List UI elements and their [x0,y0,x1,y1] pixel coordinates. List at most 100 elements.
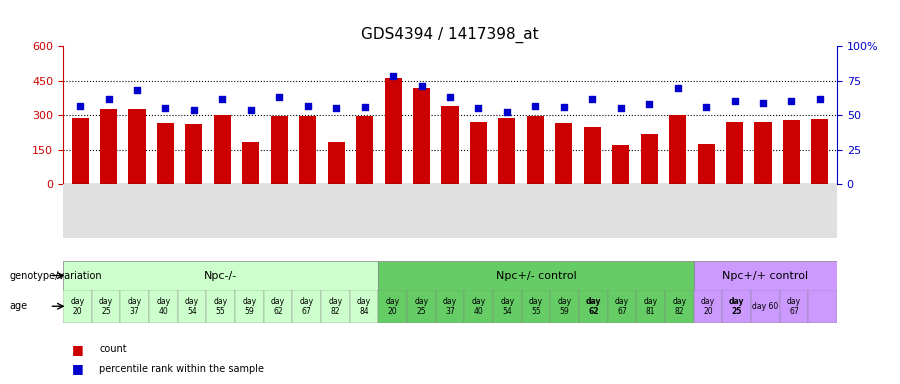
FancyBboxPatch shape [464,290,493,323]
Bar [129,109,146,184]
Bar [612,145,629,184]
FancyBboxPatch shape [177,290,206,323]
Text: day
54: day 54 [184,296,199,316]
Bar [470,122,487,184]
Text: day
37: day 37 [443,296,457,316]
Point [186,107,201,113]
Text: GSM973257: GSM973257 [276,187,283,230]
FancyBboxPatch shape [522,290,550,323]
Point [727,98,742,104]
Point [472,105,486,111]
Text: GSM973241: GSM973241 [418,187,425,230]
FancyBboxPatch shape [378,290,407,323]
Bar [442,106,458,184]
Bar [100,109,117,184]
FancyBboxPatch shape [751,290,779,323]
Bar [698,144,715,184]
Text: day
67: day 67 [615,296,629,316]
Text: Npc+/+ control: Npc+/+ control [723,270,808,281]
Point [386,73,400,79]
Bar [783,120,800,184]
Text: day
81: day 81 [644,296,658,316]
Text: GSM973251: GSM973251 [220,187,225,230]
Text: GSM973246: GSM973246 [134,187,140,230]
FancyBboxPatch shape [436,290,464,323]
FancyBboxPatch shape [121,290,149,323]
Bar [413,88,430,184]
Point [756,100,770,106]
Text: day
20: day 20 [385,296,400,316]
Text: day
67: day 67 [787,296,801,316]
FancyBboxPatch shape [407,290,436,323]
Bar [271,116,288,184]
Text: Npc-/-: Npc-/- [204,270,238,281]
Text: GSM973238: GSM973238 [703,187,709,230]
FancyBboxPatch shape [550,290,579,323]
Text: day
82: day 82 [328,296,342,316]
Bar [499,118,516,184]
Text: day
25: day 25 [729,296,744,316]
Text: day 60: day 60 [752,302,778,311]
Point [784,98,798,104]
Point [329,105,344,111]
Text: day
55: day 55 [529,296,543,316]
FancyBboxPatch shape [779,290,808,323]
Point [556,104,571,110]
FancyBboxPatch shape [321,290,350,323]
Text: percentile rank within the sample: percentile rank within the sample [99,364,264,374]
Text: ■: ■ [72,362,84,375]
Point [614,105,628,111]
FancyBboxPatch shape [808,290,837,323]
FancyBboxPatch shape [350,290,378,323]
Text: GSM973242: GSM973242 [77,187,83,229]
Text: Npc+/- control: Npc+/- control [496,270,576,281]
Point [813,96,827,102]
Bar [71,118,88,184]
FancyBboxPatch shape [63,290,92,323]
FancyBboxPatch shape [235,290,264,323]
Text: GSM973263: GSM973263 [333,187,339,230]
FancyBboxPatch shape [579,290,608,323]
FancyBboxPatch shape [723,290,751,323]
Text: genotype/variation: genotype/variation [9,270,102,281]
Text: GSM973239: GSM973239 [732,187,738,230]
Text: age: age [9,301,27,311]
Bar [214,115,231,184]
Text: GSM973261: GSM973261 [646,187,652,230]
Text: GSM973264: GSM973264 [362,187,367,230]
Text: GSM973243: GSM973243 [105,187,112,230]
Point [357,104,372,110]
Text: GSM973249: GSM973249 [533,187,538,230]
FancyBboxPatch shape [63,261,378,290]
Text: GSM973258: GSM973258 [817,187,823,230]
FancyBboxPatch shape [264,290,292,323]
Text: day
82: day 82 [672,296,687,316]
FancyBboxPatch shape [694,290,723,323]
Text: day
25: day 25 [99,296,113,316]
Text: day
20: day 20 [701,296,716,316]
FancyBboxPatch shape [636,290,665,323]
FancyBboxPatch shape [493,290,522,323]
Text: day
59: day 59 [242,296,256,316]
Point [244,107,258,113]
Text: count: count [99,344,127,354]
Text: GSM973256: GSM973256 [248,187,254,230]
Point [272,94,286,100]
Text: GSM973252: GSM973252 [760,187,766,229]
Point [73,103,87,109]
Bar [726,122,743,184]
FancyBboxPatch shape [694,261,837,290]
Bar [299,116,316,184]
Text: day
20: day 20 [70,296,85,316]
Text: GSM973248: GSM973248 [504,187,510,230]
Text: GSM973245: GSM973245 [475,187,482,229]
FancyBboxPatch shape [206,290,235,323]
Bar [812,119,829,184]
Bar [669,115,686,184]
Text: GSM973244: GSM973244 [447,187,453,229]
Point [102,96,116,102]
Bar [356,116,374,184]
Text: day
54: day 54 [500,296,515,316]
Bar [328,142,345,184]
Text: day
59: day 59 [558,296,572,316]
